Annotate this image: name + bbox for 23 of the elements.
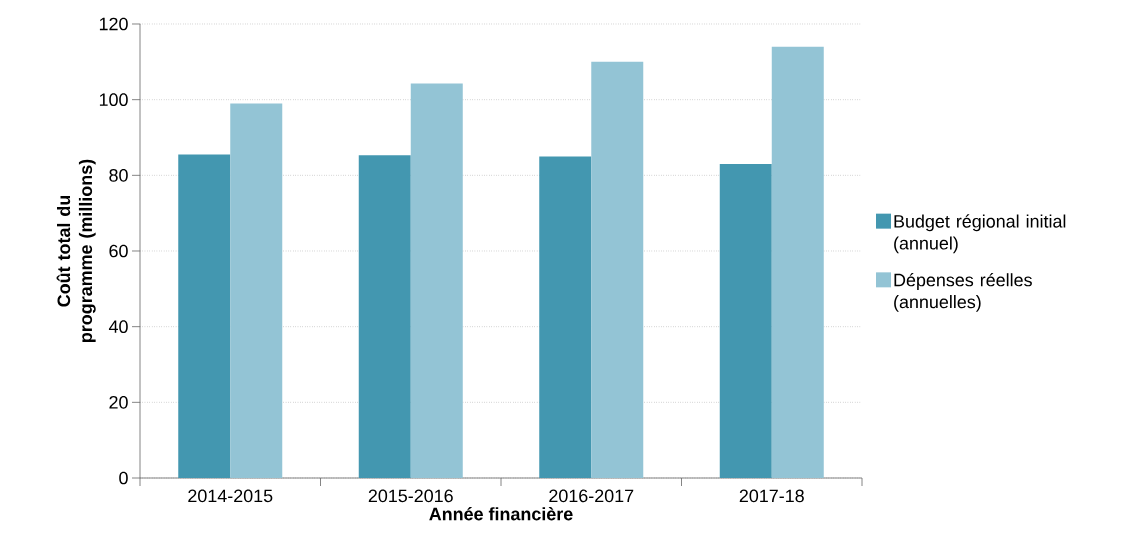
bar — [410, 83, 463, 478]
bar — [539, 156, 592, 478]
y-tick-label: 20 — [109, 395, 128, 409]
y-tick-label: 0 — [119, 471, 128, 485]
x-tick-label: 2017-18 — [739, 489, 804, 503]
legend-label: Budget régional initial (annuel) — [894, 214, 1066, 254]
y-tick-label: 60 — [109, 244, 128, 258]
x-axis-title: Année financière — [429, 507, 573, 521]
x-tick-label: 2016-2017 — [549, 489, 634, 503]
y-tick-label: 80 — [109, 168, 128, 182]
y-tick-label: 120 — [99, 17, 128, 31]
bar — [230, 103, 283, 478]
x-tick-label: 2014-2015 — [188, 489, 273, 503]
bar — [358, 155, 411, 478]
y-tick-label: 40 — [108, 320, 128, 334]
x-tick-label: 2015-2016 — [368, 489, 453, 503]
legend-label: Dépenses réelles (annuelles) — [894, 273, 1032, 312]
bar — [719, 163, 772, 478]
bar — [771, 46, 824, 478]
y-tick-label: 100 — [99, 93, 128, 107]
bar — [178, 154, 231, 478]
y-axis-title: Coût total du programme (millions) — [56, 159, 96, 342]
bar — [591, 61, 644, 478]
